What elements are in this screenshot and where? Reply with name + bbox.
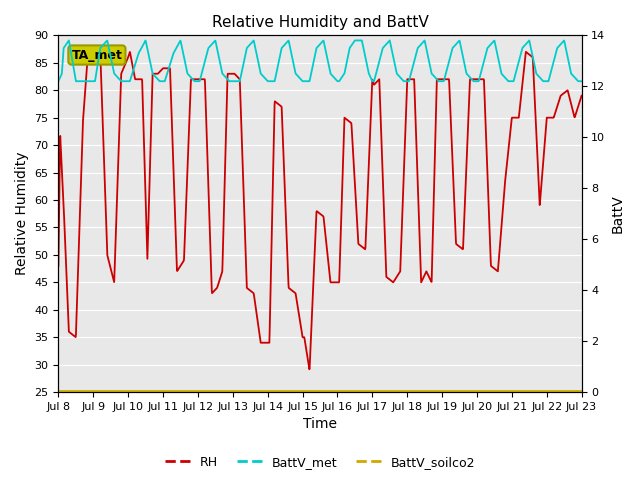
- Text: TA_met: TA_met: [72, 48, 122, 61]
- Legend: RH, BattV_met, BattV_soilco2: RH, BattV_met, BattV_soilco2: [159, 451, 481, 474]
- Title: Relative Humidity and BattV: Relative Humidity and BattV: [212, 15, 428, 30]
- X-axis label: Time: Time: [303, 418, 337, 432]
- Y-axis label: BattV: BattV: [611, 194, 625, 233]
- Y-axis label: Relative Humidity: Relative Humidity: [15, 152, 29, 276]
